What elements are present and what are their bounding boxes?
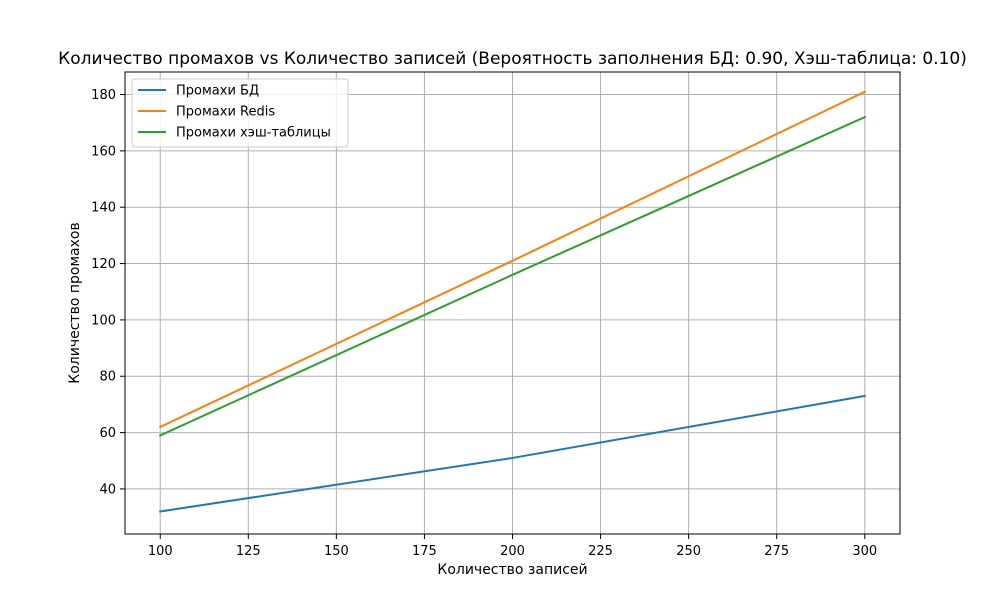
- series-lines: [158, 90, 867, 513]
- series-line-0: [159, 394, 866, 513]
- x-tick-label: 200: [500, 544, 525, 559]
- legend-label-1: Промахи Redis: [176, 105, 275, 120]
- y-tick-label: 60: [99, 426, 116, 441]
- grid: [125, 72, 900, 534]
- x-tick-label: 300: [852, 544, 877, 559]
- series-line-2: [158, 115, 867, 437]
- legend-label-0: Промахи БД: [176, 84, 259, 99]
- axis-ticks: 100 125 150 175 200 225 250 275 300 40 60 80 100 120 1…: [91, 88, 877, 559]
- legend-box: [131, 78, 349, 148]
- y-tick-label: 100: [91, 313, 116, 328]
- y-tick-label: 120: [91, 257, 116, 272]
- y-tick-label: 140: [91, 201, 116, 216]
- legend: Промахи БД Промахи Redis Промахи хэш-табли…: [131, 78, 349, 148]
- x-tick-label: 275: [764, 544, 789, 559]
- legend-label-2: Промахи хэш-таблицы: [176, 126, 331, 141]
- y-tick-label: 80: [99, 370, 116, 385]
- x-tick-label: 125: [236, 544, 261, 559]
- x-tick-label: 100: [148, 544, 173, 559]
- x-tick-label: 175: [412, 544, 437, 559]
- x-tick-label: 225: [588, 544, 613, 559]
- y-tick-label: 160: [91, 144, 116, 159]
- y-tick-label: 40: [99, 482, 116, 497]
- y-axis-label: Количество промахов: [67, 222, 83, 383]
- x-tick-label: 250: [676, 544, 701, 559]
- x-axis-label: Количество записей: [437, 562, 587, 578]
- series-line-1: [158, 90, 867, 429]
- x-tick-label: 150: [324, 544, 349, 559]
- y-tick-label: 180: [91, 88, 116, 103]
- chart-title: Количество промахов vs Количество записе…: [58, 49, 967, 69]
